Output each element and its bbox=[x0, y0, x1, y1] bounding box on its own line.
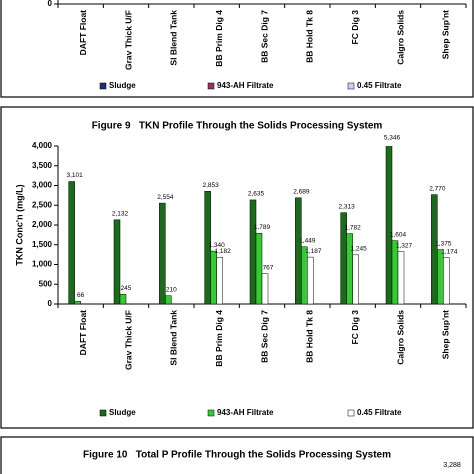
data-label: 2,770 bbox=[429, 185, 446, 192]
legend-swatch bbox=[347, 409, 355, 417]
bar bbox=[385, 146, 393, 304]
data-label: 3,101 bbox=[67, 172, 84, 179]
data-label: 1,340 bbox=[209, 242, 226, 249]
bar bbox=[301, 246, 308, 304]
bar bbox=[397, 251, 405, 304]
data-label: 1,449 bbox=[299, 237, 316, 244]
y-tick-label: 3,500 bbox=[32, 161, 53, 170]
y-tick-label: 0 bbox=[48, 0, 53, 8]
data-label: 1,182 bbox=[215, 248, 232, 255]
legend-swatch bbox=[99, 409, 107, 417]
data-label: 1,782 bbox=[345, 224, 362, 231]
bar bbox=[68, 181, 75, 304]
chart-title: Figure 10 Total P Profile Through the So… bbox=[83, 450, 391, 461]
x-tick-label: BB Sec Dig 7 bbox=[259, 10, 269, 63]
data-label: 1,789 bbox=[254, 224, 271, 231]
bar bbox=[443, 257, 450, 304]
x-tick-label: Shep Sup'nt bbox=[441, 310, 451, 359]
data-label: 1,187 bbox=[305, 248, 322, 255]
annotation: 3,288 bbox=[443, 462, 461, 469]
x-tick-label: BB Prim Dig 4 bbox=[214, 310, 224, 367]
legend-label: 0.45 Filtrate bbox=[357, 408, 402, 417]
bar bbox=[165, 295, 172, 304]
bar bbox=[113, 219, 121, 304]
bar bbox=[346, 233, 353, 304]
x-tick-label: Calgro Solids bbox=[395, 310, 405, 365]
data-label: 5,346 bbox=[384, 135, 401, 142]
bar bbox=[74, 301, 81, 304]
legend-label: Sludge bbox=[109, 408, 136, 417]
x-tick-label: BB Sec Dig 7 bbox=[259, 310, 269, 363]
bar bbox=[204, 191, 211, 304]
y-tick-label: 2,000 bbox=[32, 220, 53, 229]
plot bbox=[68, 146, 450, 304]
x-tick-label: Grav Thick U/F bbox=[123, 310, 133, 370]
legend-swatch bbox=[99, 82, 107, 90]
bar bbox=[391, 240, 399, 304]
x-tick-label: Calgro Solids bbox=[395, 10, 405, 65]
data-label: 1,174 bbox=[441, 248, 458, 255]
bar bbox=[352, 254, 359, 304]
legend-label: 943-AH Filtrate bbox=[217, 408, 274, 417]
data-label: 1,375 bbox=[435, 240, 452, 247]
y-tick-label: 3,000 bbox=[32, 181, 53, 190]
data-label: 66 bbox=[77, 292, 85, 299]
data-label: 2,313 bbox=[339, 203, 356, 210]
data-label: 2,853 bbox=[203, 182, 220, 189]
chart-frame bbox=[0, 436, 474, 474]
data-label: 2,132 bbox=[112, 211, 129, 218]
data-label: 1,327 bbox=[396, 242, 413, 249]
x-tick-label: Shep Sup'nt bbox=[441, 10, 451, 59]
data-label: 210 bbox=[166, 286, 177, 293]
x-tick-label: DAFT Float bbox=[78, 10, 88, 55]
legend-label: Sludge bbox=[109, 81, 136, 90]
bar bbox=[437, 249, 444, 304]
x-tick-label: FC Dig 3 bbox=[350, 310, 360, 345]
data-label: 1,245 bbox=[351, 246, 368, 253]
y-tick-label: 0 bbox=[48, 299, 53, 308]
x-tick-label: SI Blend Tank bbox=[169, 310, 179, 366]
x-tick-label: FC Dig 3 bbox=[350, 10, 360, 45]
x-tick-label: BB Prim Dig 4 bbox=[214, 10, 224, 67]
bar bbox=[295, 197, 302, 304]
data-label: 767 bbox=[263, 264, 274, 271]
x-tick-label: DAFT Float bbox=[78, 310, 88, 355]
y-tick-label: 1,000 bbox=[32, 260, 53, 269]
data-label: 1,604 bbox=[390, 231, 407, 238]
data-label: 2,689 bbox=[293, 189, 310, 196]
y-tick-label: 4,000 bbox=[32, 141, 53, 150]
bar bbox=[307, 256, 314, 304]
y-axis-label: TKN Conc'n (mg/L) bbox=[14, 184, 24, 265]
chart-frame bbox=[0, 0, 474, 98]
bar bbox=[119, 294, 127, 304]
legend-swatch bbox=[347, 82, 355, 90]
bar bbox=[216, 257, 223, 304]
y-tick-label: 2,500 bbox=[32, 200, 53, 209]
legend-swatch bbox=[207, 409, 215, 417]
data-label: 245 bbox=[121, 285, 132, 292]
x-tick-label: BB Hold Tk 8 bbox=[305, 310, 315, 363]
x-tick-label: BB Hold Tk 8 bbox=[305, 10, 315, 63]
legend-label: 943-AH Filtrate bbox=[217, 81, 274, 90]
y-tick-label: 1,500 bbox=[32, 240, 53, 249]
bar bbox=[210, 250, 217, 304]
bar bbox=[431, 194, 438, 304]
data-label: 2,635 bbox=[248, 191, 265, 198]
bar bbox=[261, 273, 269, 304]
data-label: 2,554 bbox=[157, 194, 174, 201]
y-tick-label: 500 bbox=[39, 279, 53, 288]
chart-frame bbox=[0, 106, 474, 429]
legend-swatch bbox=[207, 82, 215, 90]
bar bbox=[249, 199, 257, 304]
bar bbox=[255, 233, 263, 304]
x-tick-label: SI Blend Tank bbox=[169, 10, 179, 66]
x-tick-label: Grav Thick U/F bbox=[123, 10, 133, 70]
chart-title: Figure 9 TKN Profile Through the Solids … bbox=[92, 121, 383, 132]
legend-label: 0.45 Filtrate bbox=[357, 81, 402, 90]
bar bbox=[159, 202, 166, 304]
